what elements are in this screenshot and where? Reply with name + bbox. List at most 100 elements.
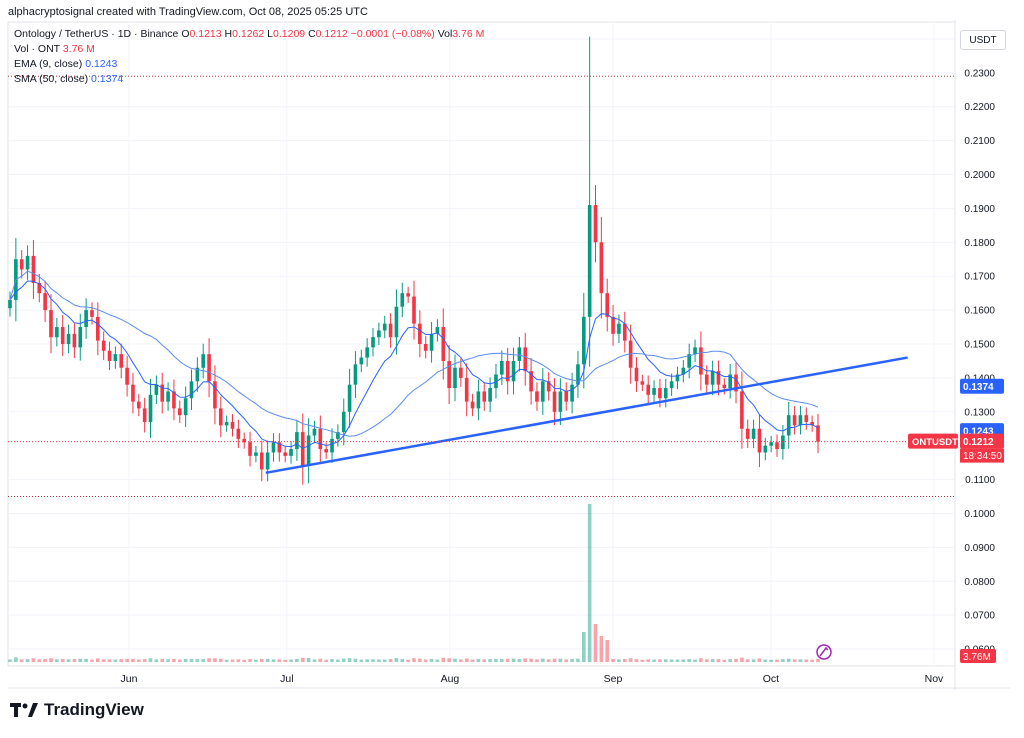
volume-bar	[8, 659, 12, 662]
y-tick-label: 0.1900	[964, 204, 995, 215]
y-tick-label: 0.1600	[964, 306, 995, 317]
y-tick-label: 0.1000	[964, 509, 995, 520]
volume-bar	[218, 658, 223, 662]
volume-bar	[564, 659, 569, 662]
currency-button[interactable]: USDT	[960, 30, 1006, 50]
legend-symbol[interactable]: Ontology / TetherUS · 1D · Binance	[14, 28, 179, 40]
candle-body	[722, 384, 727, 389]
candle-body	[593, 205, 598, 243]
legend-close: 0.1212	[315, 28, 348, 40]
volume-bar	[470, 659, 475, 662]
volume-bar	[523, 658, 528, 662]
volume-bar	[259, 658, 264, 662]
volume-bar	[37, 659, 42, 662]
candle-body	[154, 384, 159, 395]
volume-bar	[757, 658, 762, 662]
symbol-tag-label: ONTUSDT	[912, 437, 958, 448]
candle-body	[377, 330, 381, 338]
volume-bar	[587, 504, 592, 662]
candle-body	[459, 367, 463, 378]
volume-bar	[277, 659, 282, 662]
candle-body	[25, 255, 30, 270]
volume-bar	[429, 658, 434, 662]
volume-bar	[265, 658, 270, 662]
volume-bar	[792, 659, 797, 662]
legend-sma-row[interactable]: SMA (50, close) 0.1374	[14, 73, 124, 85]
candle-body	[142, 408, 147, 422]
sma-price-tag: 0.1374	[963, 382, 994, 393]
event-icon-glyph	[819, 646, 829, 657]
candle-body	[505, 360, 510, 382]
candle-body	[804, 415, 809, 422]
volume-bar	[634, 659, 639, 662]
volume-bar	[365, 659, 369, 662]
candle-body	[43, 293, 47, 311]
volume-bar	[669, 659, 674, 662]
legend-change: −0.0001 (−0.08%)	[350, 28, 435, 40]
last-price-tag: 0.1212	[963, 437, 994, 448]
candle-body	[312, 428, 317, 436]
volume-bar	[722, 659, 727, 662]
volume-bar	[125, 658, 129, 662]
candle-body	[183, 398, 188, 416]
candle-body	[441, 327, 446, 361]
candle-body	[347, 384, 352, 412]
volume-bar	[552, 658, 557, 662]
y-tick-label: 0.2300	[964, 68, 995, 79]
volume-bar	[306, 658, 311, 662]
volume-bar	[177, 659, 182, 662]
volume-bar	[213, 658, 217, 662]
candle-body	[675, 374, 680, 382]
candle-body	[423, 344, 428, 351]
x-tick-label: Jul	[280, 673, 293, 685]
tradingview-logo[interactable]: TradingView	[10, 700, 144, 720]
volume-bar	[681, 659, 686, 662]
volume-bar	[763, 659, 768, 662]
candle-body	[757, 428, 762, 453]
volume-bar	[447, 658, 451, 662]
volume-bar	[136, 659, 141, 662]
volume-bar	[154, 659, 159, 662]
volume-bar	[740, 657, 744, 662]
y-tick-label: 0.1700	[964, 272, 995, 283]
volume-bar	[119, 659, 124, 662]
volume-bar	[728, 659, 732, 662]
volume-bar	[546, 659, 551, 662]
volume-bar	[248, 659, 252, 662]
x-tick-label: Sep	[604, 673, 623, 685]
volume-tag-bg	[960, 649, 996, 663]
candle-body	[107, 350, 112, 361]
x-tick-label: Oct	[763, 673, 779, 685]
candle-body	[535, 391, 539, 402]
volume-bar	[189, 658, 194, 662]
volume-bar	[652, 659, 656, 662]
legend-ohlc-row: Ontology / TetherUS · 1D · Binance O0.12…	[14, 28, 485, 40]
candle-body	[792, 415, 797, 426]
volume-bar	[412, 658, 416, 662]
volume-bar	[435, 659, 440, 662]
volume-tag-label: 3.76M	[963, 652, 991, 663]
volume-bar	[423, 659, 428, 662]
volume-bar	[418, 658, 422, 662]
x-tick-label: Nov	[925, 673, 944, 685]
candle-body	[540, 381, 545, 402]
candle-body	[72, 333, 77, 348]
legend-ema-row[interactable]: EMA (9, close) 0.1243	[14, 58, 118, 70]
volume-bar	[382, 659, 387, 662]
candle-body	[663, 388, 668, 399]
volume-bar	[166, 659, 170, 662]
y-tick-label: 0.1100	[965, 475, 995, 486]
legend-volume-row[interactable]: Vol · ONT 3.76 M	[14, 43, 95, 55]
ema-9-line	[9, 280, 819, 449]
candle-body	[90, 310, 94, 317]
candle-body	[775, 442, 779, 450]
candle-body	[289, 449, 293, 456]
volume-bar	[488, 659, 492, 662]
candle-body	[494, 374, 498, 389]
volume-bar	[66, 659, 71, 662]
candle-body	[19, 259, 24, 270]
candle-body	[769, 442, 773, 446]
candle-body	[476, 391, 481, 409]
volume-bar	[289, 659, 293, 662]
